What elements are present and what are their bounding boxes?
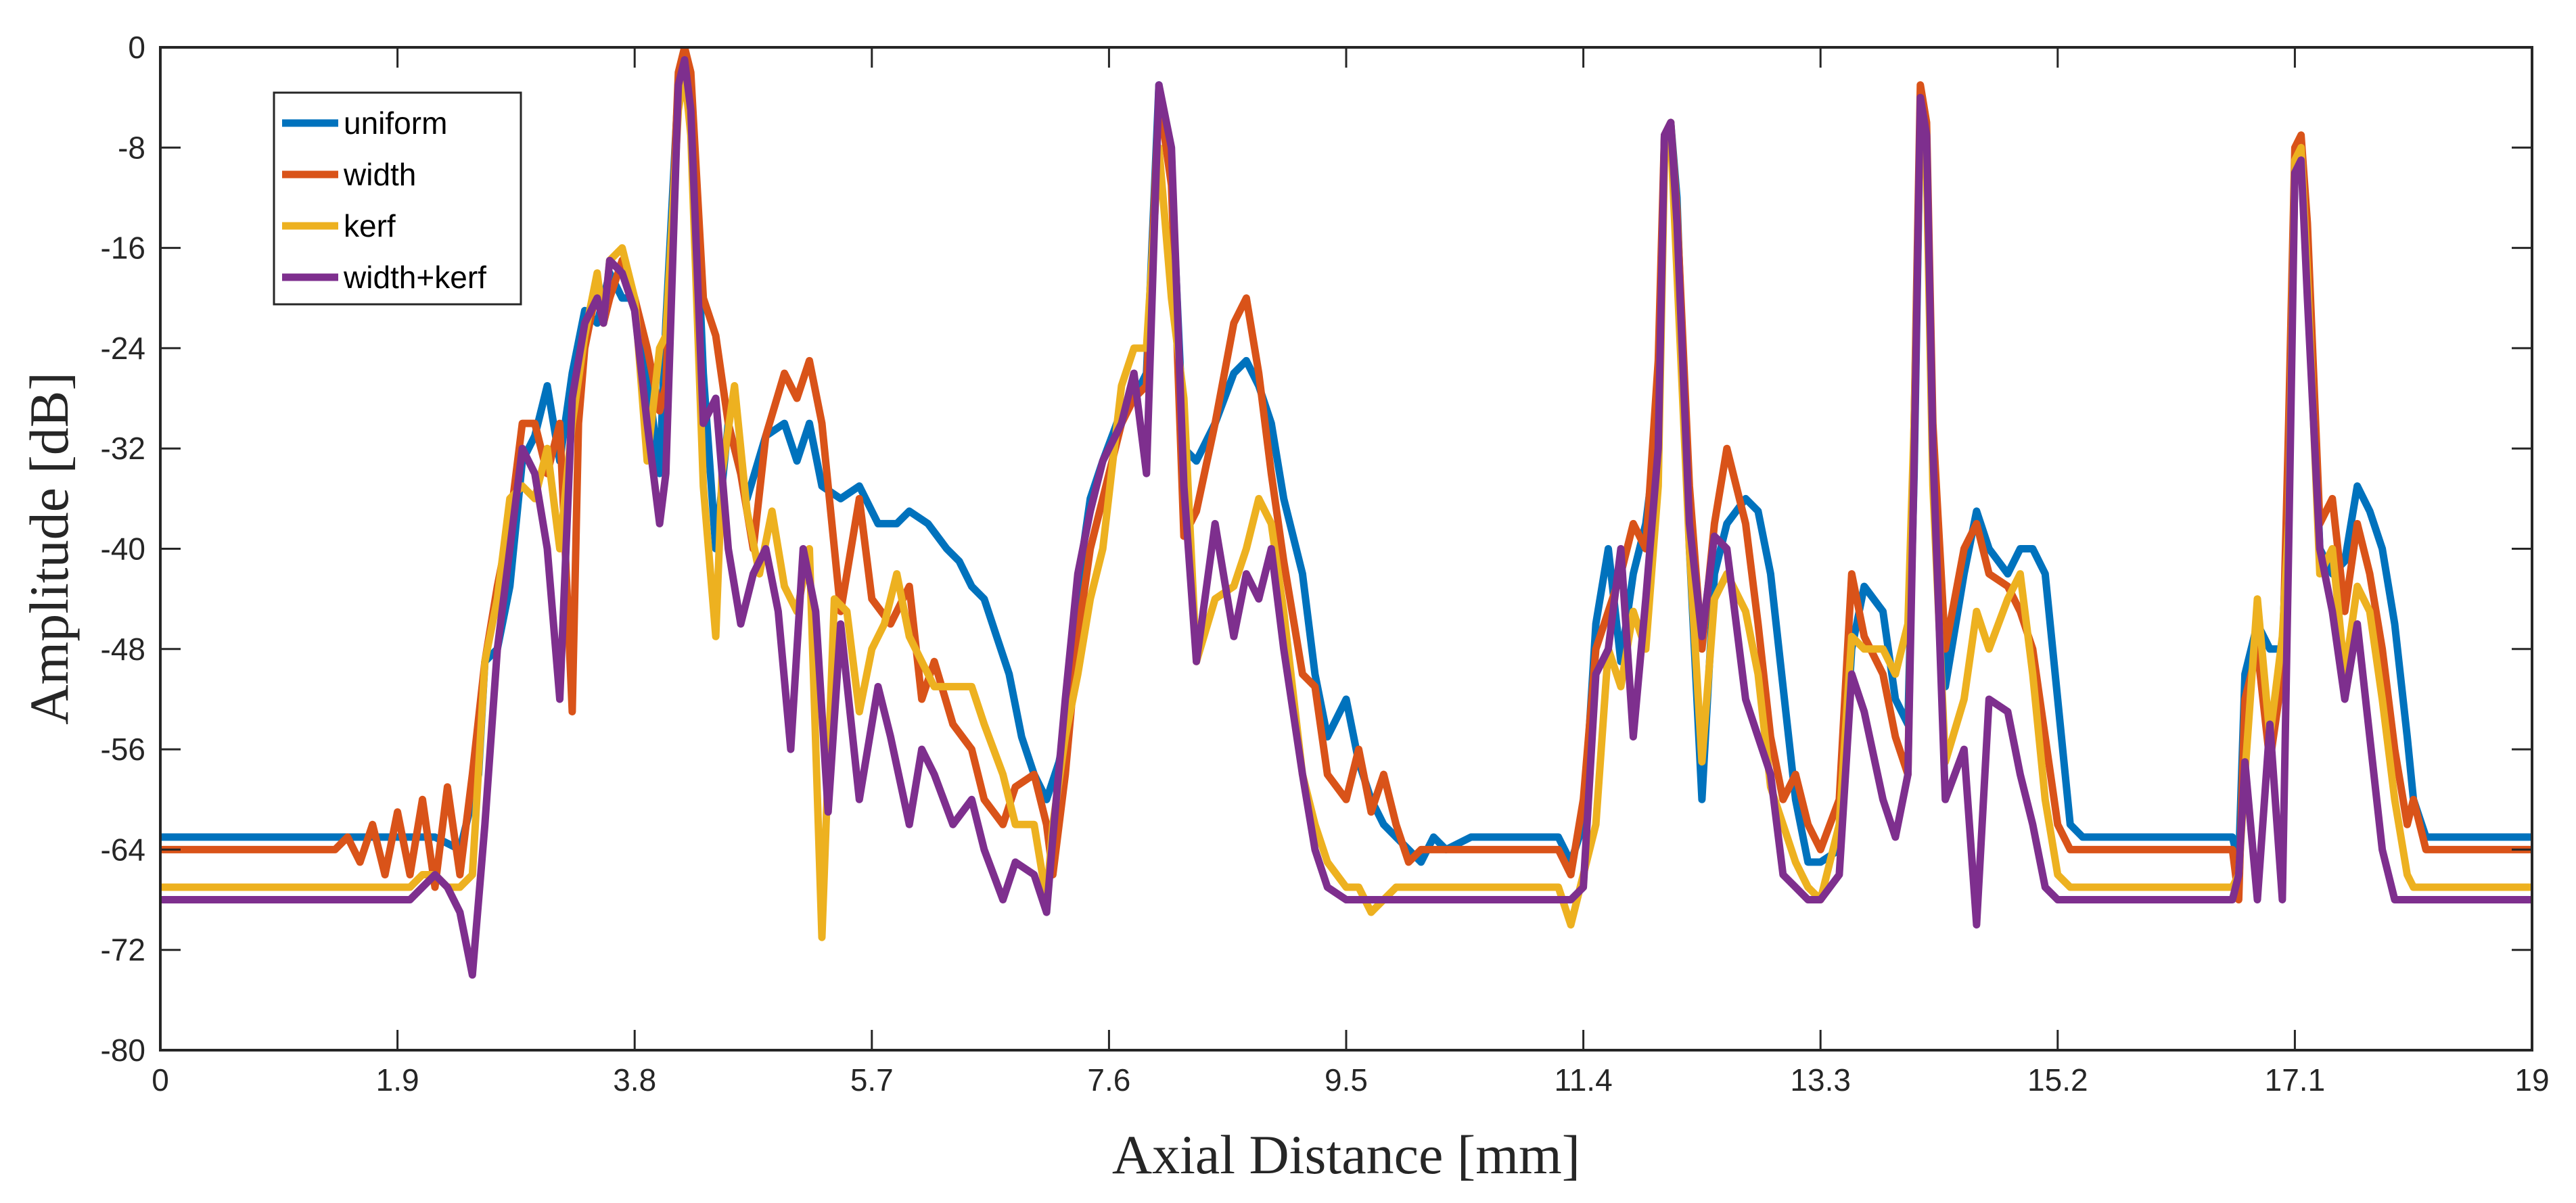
legend-label: width+kerf bbox=[343, 260, 486, 295]
x-tick-label: 3.8 bbox=[613, 1062, 656, 1098]
x-tick-label: 13.3 bbox=[1790, 1062, 1851, 1098]
ticks-layer: 0 1.9 3.8 5.7 7.6 9.5 11.4 13.3 15.2 17.1 19 0 -8 -16… bbox=[101, 30, 2550, 1098]
legend: uniform width kerf width+kerf bbox=[273, 91, 522, 306]
legend-box bbox=[273, 91, 522, 306]
y-tick-label: 0 bbox=[128, 30, 145, 65]
series-layer bbox=[160, 47, 2532, 979]
y-tick-label: -64 bbox=[101, 832, 145, 867]
legend-label: uniform bbox=[344, 105, 447, 141]
x-tick-label: 15.2 bbox=[2027, 1062, 2088, 1098]
x-tick-label: 19 bbox=[2514, 1062, 2549, 1098]
x-tick-label: 11.4 bbox=[1555, 1062, 1613, 1098]
y-tick-label: -32 bbox=[101, 431, 145, 466]
y-tick-label: -72 bbox=[101, 933, 145, 968]
y-tick-label: -24 bbox=[101, 331, 145, 366]
legend-label: kerf bbox=[344, 208, 396, 243]
y-tick-label: -8 bbox=[118, 130, 145, 165]
x-tick-label: 7.6 bbox=[1087, 1062, 1130, 1098]
y-tick-label: -40 bbox=[101, 532, 145, 567]
x-axis-title: Axial Distance [mm] bbox=[1112, 1124, 1580, 1185]
y-tick-label: -56 bbox=[101, 732, 145, 767]
y-tick-label: -80 bbox=[101, 1033, 145, 1068]
y-axis-title: Amplitude [dB] bbox=[18, 372, 80, 725]
x-tick-label: 17.1 bbox=[2265, 1062, 2326, 1098]
legend-label: width bbox=[343, 157, 416, 192]
y-tick-label: -48 bbox=[101, 632, 145, 667]
y-tick-label: -16 bbox=[101, 231, 145, 266]
x-tick-label: 9.5 bbox=[1325, 1062, 1368, 1098]
series-line-width-kerf bbox=[160, 56, 2532, 979]
x-tick-label: 0 bbox=[152, 1062, 169, 1098]
x-tick-label: 1.9 bbox=[376, 1062, 419, 1098]
x-tick-label: 5.7 bbox=[850, 1062, 894, 1098]
